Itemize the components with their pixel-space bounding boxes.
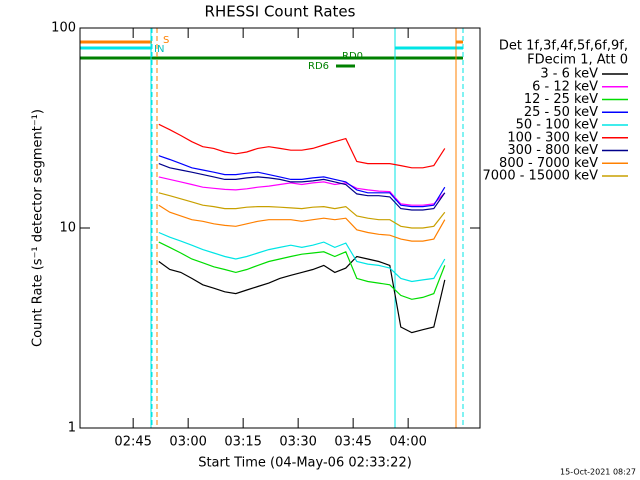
chart-title: RHESSI Count Rates <box>205 3 356 21</box>
legend-label: 50 - 100 keV <box>516 118 599 133</box>
annotation: RD6 <box>308 61 329 72</box>
series-line <box>158 163 446 211</box>
x-tick-label: 03:30 <box>279 435 316 450</box>
series-line <box>158 204 446 242</box>
y-tick-label: 10 <box>59 221 76 236</box>
legend-label: 12 - 25 keV <box>524 92 598 107</box>
series-line <box>158 241 446 300</box>
y-axis-label: Count Rate (s⁻¹ detector segment⁻¹) <box>31 109 46 347</box>
x-tick-label: 02:45 <box>114 435 151 450</box>
x-axis-label: Start Time (04-May-06 02:33:22) <box>198 456 412 471</box>
annotation: IN <box>154 44 164 55</box>
legend-label: 100 - 300 keV <box>507 130 598 145</box>
y-tick-label: 100 <box>51 21 76 36</box>
x-tick-label: 03:00 <box>169 435 206 450</box>
legend-label: 6 - 12 keV <box>532 79 598 94</box>
legend-label: 300 - 800 keV <box>507 143 598 158</box>
legend-header: FDecim 1, Att 0 <box>527 53 628 68</box>
legend-label: 800 - 7000 keV <box>499 156 598 171</box>
footer: 15-Oct-2021 08:27 <box>560 468 636 477</box>
series-line <box>158 155 446 208</box>
x-tick-label: 04:00 <box>389 435 426 450</box>
series-line <box>158 231 446 283</box>
x-tick-label: 03:45 <box>334 435 371 450</box>
annotation: RD0 <box>342 51 363 62</box>
state-bars: S IN RD6 RD0 <box>79 28 464 428</box>
legend-label: 25 - 50 keV <box>524 105 598 120</box>
series-line <box>158 176 446 206</box>
series-line <box>158 192 446 229</box>
legend-label: 7000 - 15000 keV <box>483 169 599 184</box>
legend-header: Det 1f,3f,4f,5f,6f,9f, <box>499 39 628 54</box>
annotation: S <box>163 35 169 46</box>
series-line <box>158 123 446 169</box>
series-line <box>158 255 446 334</box>
legend-label: 3 - 6 keV <box>540 67 598 82</box>
y-tick-label: 1 <box>68 421 76 436</box>
x-tick-label: 03:15 <box>224 435 261 450</box>
